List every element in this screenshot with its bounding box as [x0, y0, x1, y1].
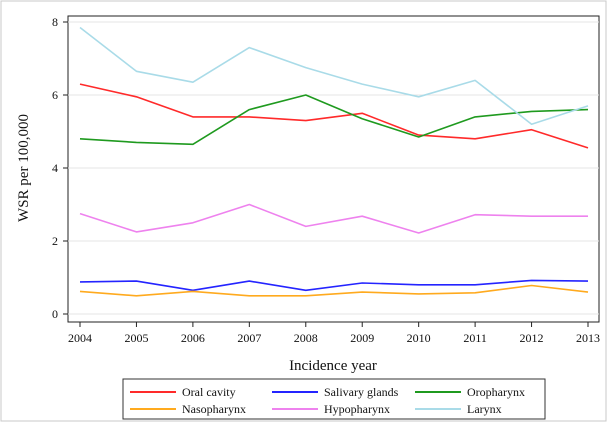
- series-line-salivary-glands: [79, 279, 589, 292]
- x-tick-label: 2005: [124, 331, 148, 345]
- y-tick-label: 2: [52, 234, 58, 248]
- axes: 0 2 4 6 8 2004 2005 2006 2007 2008 2009 2010 2011 201…: [52, 15, 600, 345]
- legend: Oral cavity Salivary glands Oropharynx Naso…: [122, 378, 546, 420]
- legend-label-salivary-glands: Salivary glands: [324, 385, 399, 399]
- y-tick-label: 6: [52, 88, 58, 102]
- legend-label-oropharynx: Oropharynx: [467, 385, 525, 399]
- y-tick-label: 0: [52, 307, 58, 321]
- x-tick-label: 2011: [463, 331, 487, 345]
- x-tick-label: 2008: [294, 331, 318, 345]
- x-tick-label: 2004: [68, 331, 92, 345]
- series-line-hypopharynx: [79, 203, 588, 234]
- y-tick-label: 8: [52, 15, 58, 29]
- x-tick-label: 2006: [181, 331, 205, 345]
- legend-label-nasopharynx: Nasopharynx: [182, 402, 246, 416]
- x-tick-label: 2012: [520, 331, 544, 345]
- y-tick-label: 4: [52, 161, 58, 175]
- x-axis-label: Incidence year: [289, 358, 377, 374]
- x-tick-label: 2013: [576, 331, 600, 345]
- series-line-oral-cavity: [79, 83, 589, 149]
- legend-label-oral-cavity: Oral cavity: [182, 385, 236, 399]
- x-tick-label: 2009: [350, 331, 374, 345]
- series-line-oropharynx: [79, 94, 589, 146]
- series-lines: [79, 26, 589, 297]
- gridlines: [68, 21, 599, 315]
- series-line-nasopharynx: [79, 284, 589, 297]
- legend-label-hypopharynx: Hypopharynx: [324, 402, 390, 416]
- y-axis-label: WSR per 100,000: [16, 114, 32, 222]
- x-tick-label: 2007: [237, 331, 261, 345]
- series-line-larynx: [79, 26, 589, 125]
- plot-area: [67, 15, 600, 323]
- legend-box: [122, 378, 546, 420]
- legend-label-larynx: Larynx: [467, 402, 502, 416]
- x-tick-label: 2010: [407, 331, 431, 345]
